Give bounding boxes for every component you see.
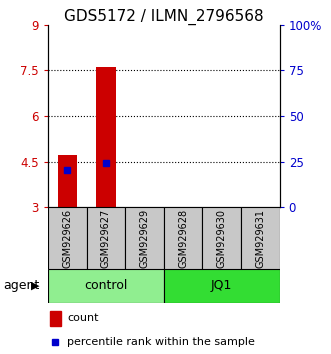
Text: GSM929626: GSM929626	[62, 209, 72, 268]
Bar	[96, 67, 116, 207]
Text: control: control	[84, 279, 128, 292]
Text: JQ1: JQ1	[211, 279, 232, 292]
Text: agent: agent	[3, 279, 40, 292]
Bar	[48, 269, 164, 303]
Bar	[125, 207, 164, 269]
Text: GSM929631: GSM929631	[256, 209, 265, 268]
Bar	[58, 155, 77, 207]
Title: GDS5172 / ILMN_2796568: GDS5172 / ILMN_2796568	[64, 8, 264, 25]
Text: count: count	[68, 313, 99, 323]
Bar	[164, 207, 203, 269]
Text: percentile rank within the sample: percentile rank within the sample	[68, 337, 255, 347]
Bar	[50, 311, 61, 326]
Text: ▶: ▶	[30, 281, 39, 291]
Text: GSM929629: GSM929629	[140, 209, 150, 268]
Text: GSM929627: GSM929627	[101, 209, 111, 268]
Bar	[203, 207, 241, 269]
Bar	[241, 207, 280, 269]
Bar	[87, 207, 125, 269]
Text: GSM929628: GSM929628	[178, 209, 188, 268]
Bar	[48, 207, 87, 269]
Bar	[164, 269, 280, 303]
Text: GSM929630: GSM929630	[217, 209, 227, 268]
